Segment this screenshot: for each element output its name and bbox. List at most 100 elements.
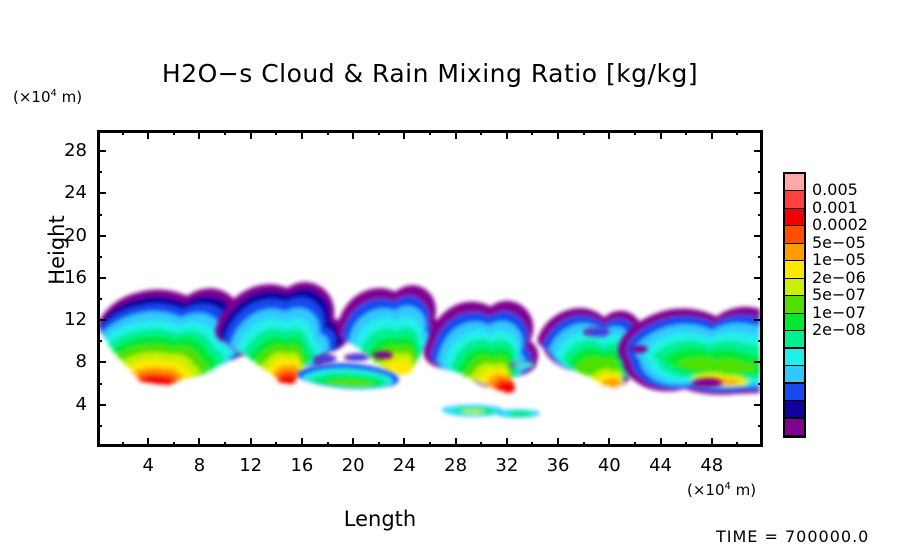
x-axis-minor-tick [633,442,636,447]
x-axis-major-tick [557,130,560,139]
y-axis-minor-tick [97,382,102,385]
x-axis-minor-tick [531,442,534,447]
x-axis-tick-label: 8 [193,455,206,476]
chart-title: H2O−s Cloud & Rain Mixing Ratio [kg/kg] [161,59,699,88]
x-axis-tick-label: 40 [597,455,621,476]
x-axis-tick-label: 36 [546,455,570,476]
x-axis-minor-tick [326,130,329,135]
y-axis-major-tick [754,234,763,237]
y-axis-tick-label: 8 [75,351,87,373]
y-axis-major-tick [754,192,763,195]
x-axis-minor-tick [224,130,227,135]
x-axis-major-tick [505,130,508,139]
y-axis-minor-tick [758,298,763,301]
x-axis-major-tick [505,438,508,447]
x-axis-minor-tick [736,442,739,447]
y-axis-major-tick [754,276,763,279]
x-axis-major-tick [198,438,201,447]
colorbar-band [785,401,804,418]
x-axis-minor-tick [172,130,175,135]
y-axis-major-tick [97,403,106,406]
y-axis-major-tick [754,150,763,153]
colorbar-band [785,348,804,365]
x-axis-minor-tick [326,442,329,447]
y-axis-minor-tick [758,255,763,258]
x-axis-major-tick [249,438,252,447]
y-axis-minor-tick [97,424,102,427]
y-axis-tick-label: 20 [64,224,87,246]
colorbar-tick-label: 0.005 [812,180,858,200]
colorbar-tick-label: 1e−07 [812,302,866,322]
colorbar-tick-label: 2e−08 [812,320,866,340]
x-axis-major-tick [352,130,355,139]
x-axis-minor-tick [633,130,636,135]
colorbar-tick-label: 2e−06 [812,267,866,287]
x-axis-minor-tick [429,442,431,447]
colorbar-band [785,296,804,313]
colorbar-tick-label: 0.001 [812,197,858,217]
colorbar-tick-label: 5e−07 [812,285,866,305]
y-axis-minor-tick [97,213,102,216]
x-axis-major-tick [300,438,303,447]
colorbar-band [785,278,804,296]
cell-a [100,288,260,386]
x-axis-tick-label: 20 [341,455,365,476]
x-axis-title: Length [343,507,417,531]
x-axis-major-tick [454,438,457,447]
x-axis-major-tick [710,130,713,139]
x-axis-minor-tick [429,130,431,135]
y-axis-major-tick [97,150,106,153]
y-axis-minor-tick [758,382,763,385]
y-axis-major-tick [754,403,763,406]
x-axis-major-tick [557,438,560,447]
x-axis-tick-label: 32 [495,455,519,476]
x-axis-minor-tick [121,442,124,447]
y-axis-minor-tick [758,424,763,427]
x-axis-tick-label: 44 [649,455,672,476]
colorbar-band [785,261,804,278]
y-axis-minor-tick [97,340,102,343]
colorbar-band [785,366,804,383]
x-axis-major-tick [352,438,355,447]
y-axis-major-tick [97,276,106,279]
y-axis-major-tick [754,361,763,364]
x-axis-tick-label: 16 [290,455,314,476]
y-axis-minor-tick [758,171,763,174]
x-axis-minor-tick [531,130,534,135]
x-axis-tick-label: 12 [239,455,263,476]
y-axis-major-tick [97,319,106,322]
colorbar-band [785,208,804,226]
y-axis-minor-tick [97,298,102,301]
x-axis-major-tick [249,130,252,139]
y-axis-tick-label: 4 [75,393,87,415]
colorbar [783,172,806,438]
x-axis-minor-tick [377,442,380,447]
colorbar-tick-label: 0.0002 [812,215,868,235]
y-axis-minor-tick [758,340,763,343]
colorbar-band [785,313,804,330]
contour-plot-area [97,130,763,447]
y-axis-major-tick [97,361,106,364]
colorbar-band [785,191,804,208]
y-axis-tick-label: 12 [64,309,87,331]
x-axis-tick-label: 48 [700,455,724,476]
mixing-ratio-contour-field [100,133,760,444]
colorbar-band [785,383,804,400]
x-axis-major-tick [403,438,406,447]
detached-patches [313,327,723,419]
colorbar-band [785,331,804,348]
y-axis-unit-label: (×104 m) [13,88,83,106]
colorbar-band [785,226,804,243]
x-axis-minor-tick [121,130,124,135]
x-axis-major-tick [710,438,713,447]
cell-c [336,285,443,376]
x-axis-major-tick [659,130,662,139]
y-axis-minor-tick [758,213,763,216]
y-axis-minor-tick [97,171,102,174]
y-axis-major-tick [97,192,106,195]
x-axis-minor-tick [172,442,175,447]
colorbar-band [785,174,804,191]
x-axis-tick-label: 24 [392,455,416,476]
cell-f [618,306,760,395]
